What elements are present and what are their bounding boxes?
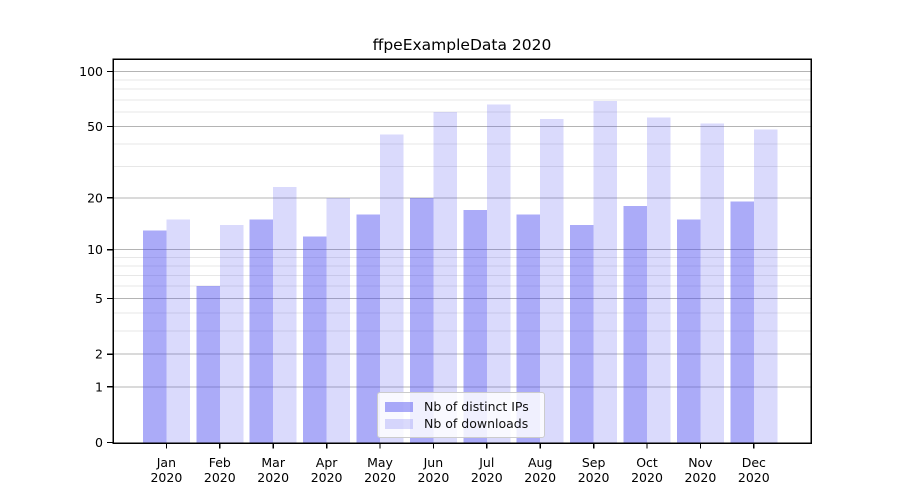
x-tick-label-month-oct: Oct xyxy=(636,455,658,470)
bar-nov-ips xyxy=(676,219,701,443)
bar-aug-downloads xyxy=(540,118,564,443)
x-tick-label-year-sep: 2020 xyxy=(578,470,610,485)
x-tick-label-month-jun: Jun xyxy=(423,455,444,470)
x-tick-label-month-aug: Aug xyxy=(528,455,552,470)
x-tick-label-month-may: May xyxy=(367,455,393,470)
bar-sep-ips xyxy=(570,224,594,443)
x-tick-label-year-feb: 2020 xyxy=(204,470,236,485)
x-tick-label-year-jul: 2020 xyxy=(471,470,503,485)
bar-nov-downloads xyxy=(700,123,724,443)
legend-label-downloads: Nb of downloads xyxy=(424,416,529,431)
bar-dec-downloads xyxy=(753,129,778,443)
legend: Nb of distinct IPs Nb of downloads xyxy=(377,392,545,438)
bar-mar-downloads xyxy=(273,187,297,443)
y-tick-label-10: 10 xyxy=(87,242,103,257)
x-tick-label-year-aug: 2020 xyxy=(524,470,556,485)
y-tick-label-1: 1 xyxy=(95,379,103,394)
x-tick-label-year-may: 2020 xyxy=(364,470,396,485)
y-tick-label-20: 20 xyxy=(87,190,103,205)
y-tick-label-100: 100 xyxy=(79,64,103,79)
legend-swatch-ips-icon xyxy=(385,401,413,412)
y-tick-label-50: 50 xyxy=(87,119,103,134)
legend-label-ips: Nb of distinct IPs xyxy=(424,399,529,414)
bar-oct-ips xyxy=(623,205,647,443)
bar-mar-ips xyxy=(249,219,274,443)
bar-apr-ips xyxy=(303,236,327,443)
x-tick-label-month-sep: Sep xyxy=(582,455,606,470)
y-tick-label-5: 5 xyxy=(95,291,103,306)
x-tick-label-year-mar: 2020 xyxy=(257,470,289,485)
x-tick-label-month-feb: Feb xyxy=(209,455,231,470)
bar-jul-ips xyxy=(463,210,487,443)
bar-oct-downloads xyxy=(647,117,671,444)
bar-jul-downloads xyxy=(486,104,511,443)
chart-title: ffpeExampleData 2020 xyxy=(372,36,552,54)
x-tick-label-month-nov: Nov xyxy=(688,455,713,470)
x-tick-label-year-nov: 2020 xyxy=(684,470,716,485)
bar-apr-downloads xyxy=(326,197,351,443)
bar-may-ips xyxy=(356,214,380,443)
bar-dec-ips xyxy=(730,201,754,443)
bar-feb-ips xyxy=(196,286,220,443)
bar-feb-downloads xyxy=(219,224,244,443)
bar-aug-ips xyxy=(516,214,541,443)
legend-swatch-downloads-icon xyxy=(385,418,413,429)
x-tick-label-year-jun: 2020 xyxy=(417,470,449,485)
x-tick-label-year-dec: 2020 xyxy=(738,470,770,485)
legend-row-downloads: Nb of downloads xyxy=(385,415,536,432)
x-tick-label-month-jan: Jan xyxy=(156,455,176,470)
bar-may-downloads xyxy=(380,134,404,444)
bar-jun-downloads xyxy=(433,112,457,443)
x-tick-label-month-apr: Apr xyxy=(316,455,338,470)
bar-jun-ips xyxy=(409,197,434,443)
x-tick-label-year-apr: 2020 xyxy=(311,470,343,485)
legend-row-ips: Nb of distinct IPs xyxy=(385,398,536,415)
x-tick-label-month-jul: Jul xyxy=(478,455,494,470)
bar-sep-downloads xyxy=(593,100,618,443)
y-tick-label-2: 2 xyxy=(95,347,103,362)
bar-jan-downloads xyxy=(166,219,190,443)
x-tick-label-year-oct: 2020 xyxy=(631,470,663,485)
y-tick-label-0: 0 xyxy=(95,435,103,450)
x-tick-label-month-mar: Mar xyxy=(261,455,285,470)
x-tick-label-month-dec: Dec xyxy=(742,455,766,470)
plot-frame xyxy=(112,58,812,444)
x-tick-label-year-jan: 2020 xyxy=(150,470,182,485)
bar-jan-ips xyxy=(142,230,167,443)
